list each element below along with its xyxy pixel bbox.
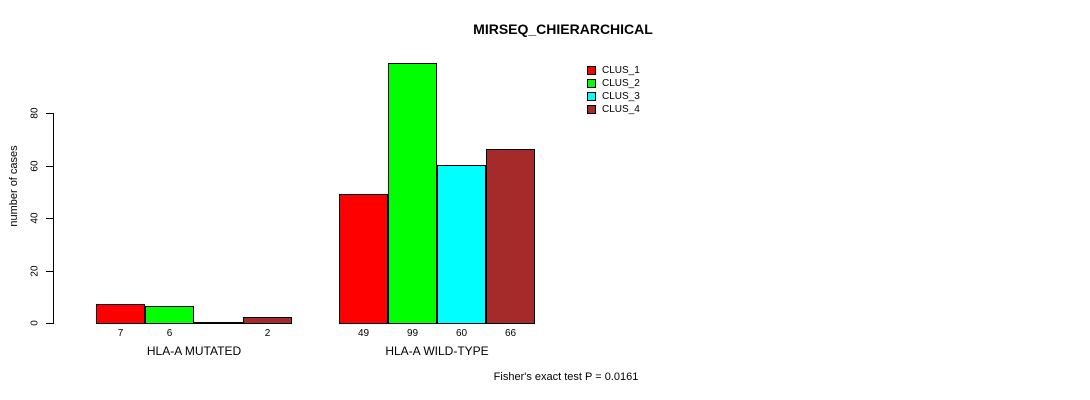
y-axis-title: number of cases (8, 145, 20, 227)
bar-clus_4 (486, 149, 535, 324)
y-axis-tick (46, 113, 53, 114)
bar-clus_1 (339, 194, 388, 324)
legend-label: CLUS_3 (602, 91, 640, 102)
y-axis-tick (46, 271, 53, 272)
legend-swatch (587, 92, 596, 101)
bar-clus_2 (145, 306, 194, 324)
bar-value-label: 49 (357, 328, 370, 339)
y-axis-tick-label: 80 (29, 107, 41, 119)
chart-title: MIRSEQ_CHIERARCHICAL (473, 21, 653, 37)
bar-clus_4 (243, 317, 292, 324)
bar-clus_3 (437, 165, 486, 324)
legend-item-clus_1: CLUS_1 (587, 64, 640, 77)
legend-label: CLUS_1 (602, 65, 640, 76)
y-axis-line (53, 113, 54, 324)
y-axis-tick-label: 20 (29, 265, 41, 277)
bar-clus_2 (388, 63, 437, 324)
legend-label: CLUS_2 (602, 78, 640, 89)
bar-clus_1 (96, 304, 145, 324)
y-axis-tick (46, 166, 53, 167)
bar-value-label: 66 (504, 328, 517, 339)
x-category-label: HLA-A MUTATED (146, 344, 242, 358)
y-axis-tick (46, 218, 53, 219)
y-axis-tick-label: 40 (29, 212, 41, 224)
legend-swatch (587, 66, 596, 75)
legend-swatch (587, 105, 596, 114)
legend-swatch (587, 79, 596, 88)
bar-value-label: 60 (455, 328, 468, 339)
y-axis-tick-label: 0 (29, 320, 41, 326)
bar-clus_3 (194, 322, 243, 324)
bar-value-label: 7 (117, 328, 124, 339)
fisher-test-annotation: Fisher's exact test P = 0.0161 (493, 371, 639, 383)
legend-item-clus_2: CLUS_2 (587, 77, 640, 90)
y-axis-tick-label: 60 (29, 160, 41, 172)
x-category-label: HLA-A WILD-TYPE (385, 344, 489, 358)
legend: CLUS_1 CLUS_2 CLUS_3 CLUS_4 (587, 64, 640, 116)
bar-value-label: 2 (264, 328, 271, 339)
bar-value-label: 99 (406, 328, 419, 339)
legend-item-clus_4: CLUS_4 (587, 103, 640, 116)
y-axis-tick (46, 323, 53, 324)
legend-label: CLUS_4 (602, 104, 640, 115)
legend-item-clus_3: CLUS_3 (587, 90, 640, 103)
bar-value-label: 6 (166, 328, 173, 339)
